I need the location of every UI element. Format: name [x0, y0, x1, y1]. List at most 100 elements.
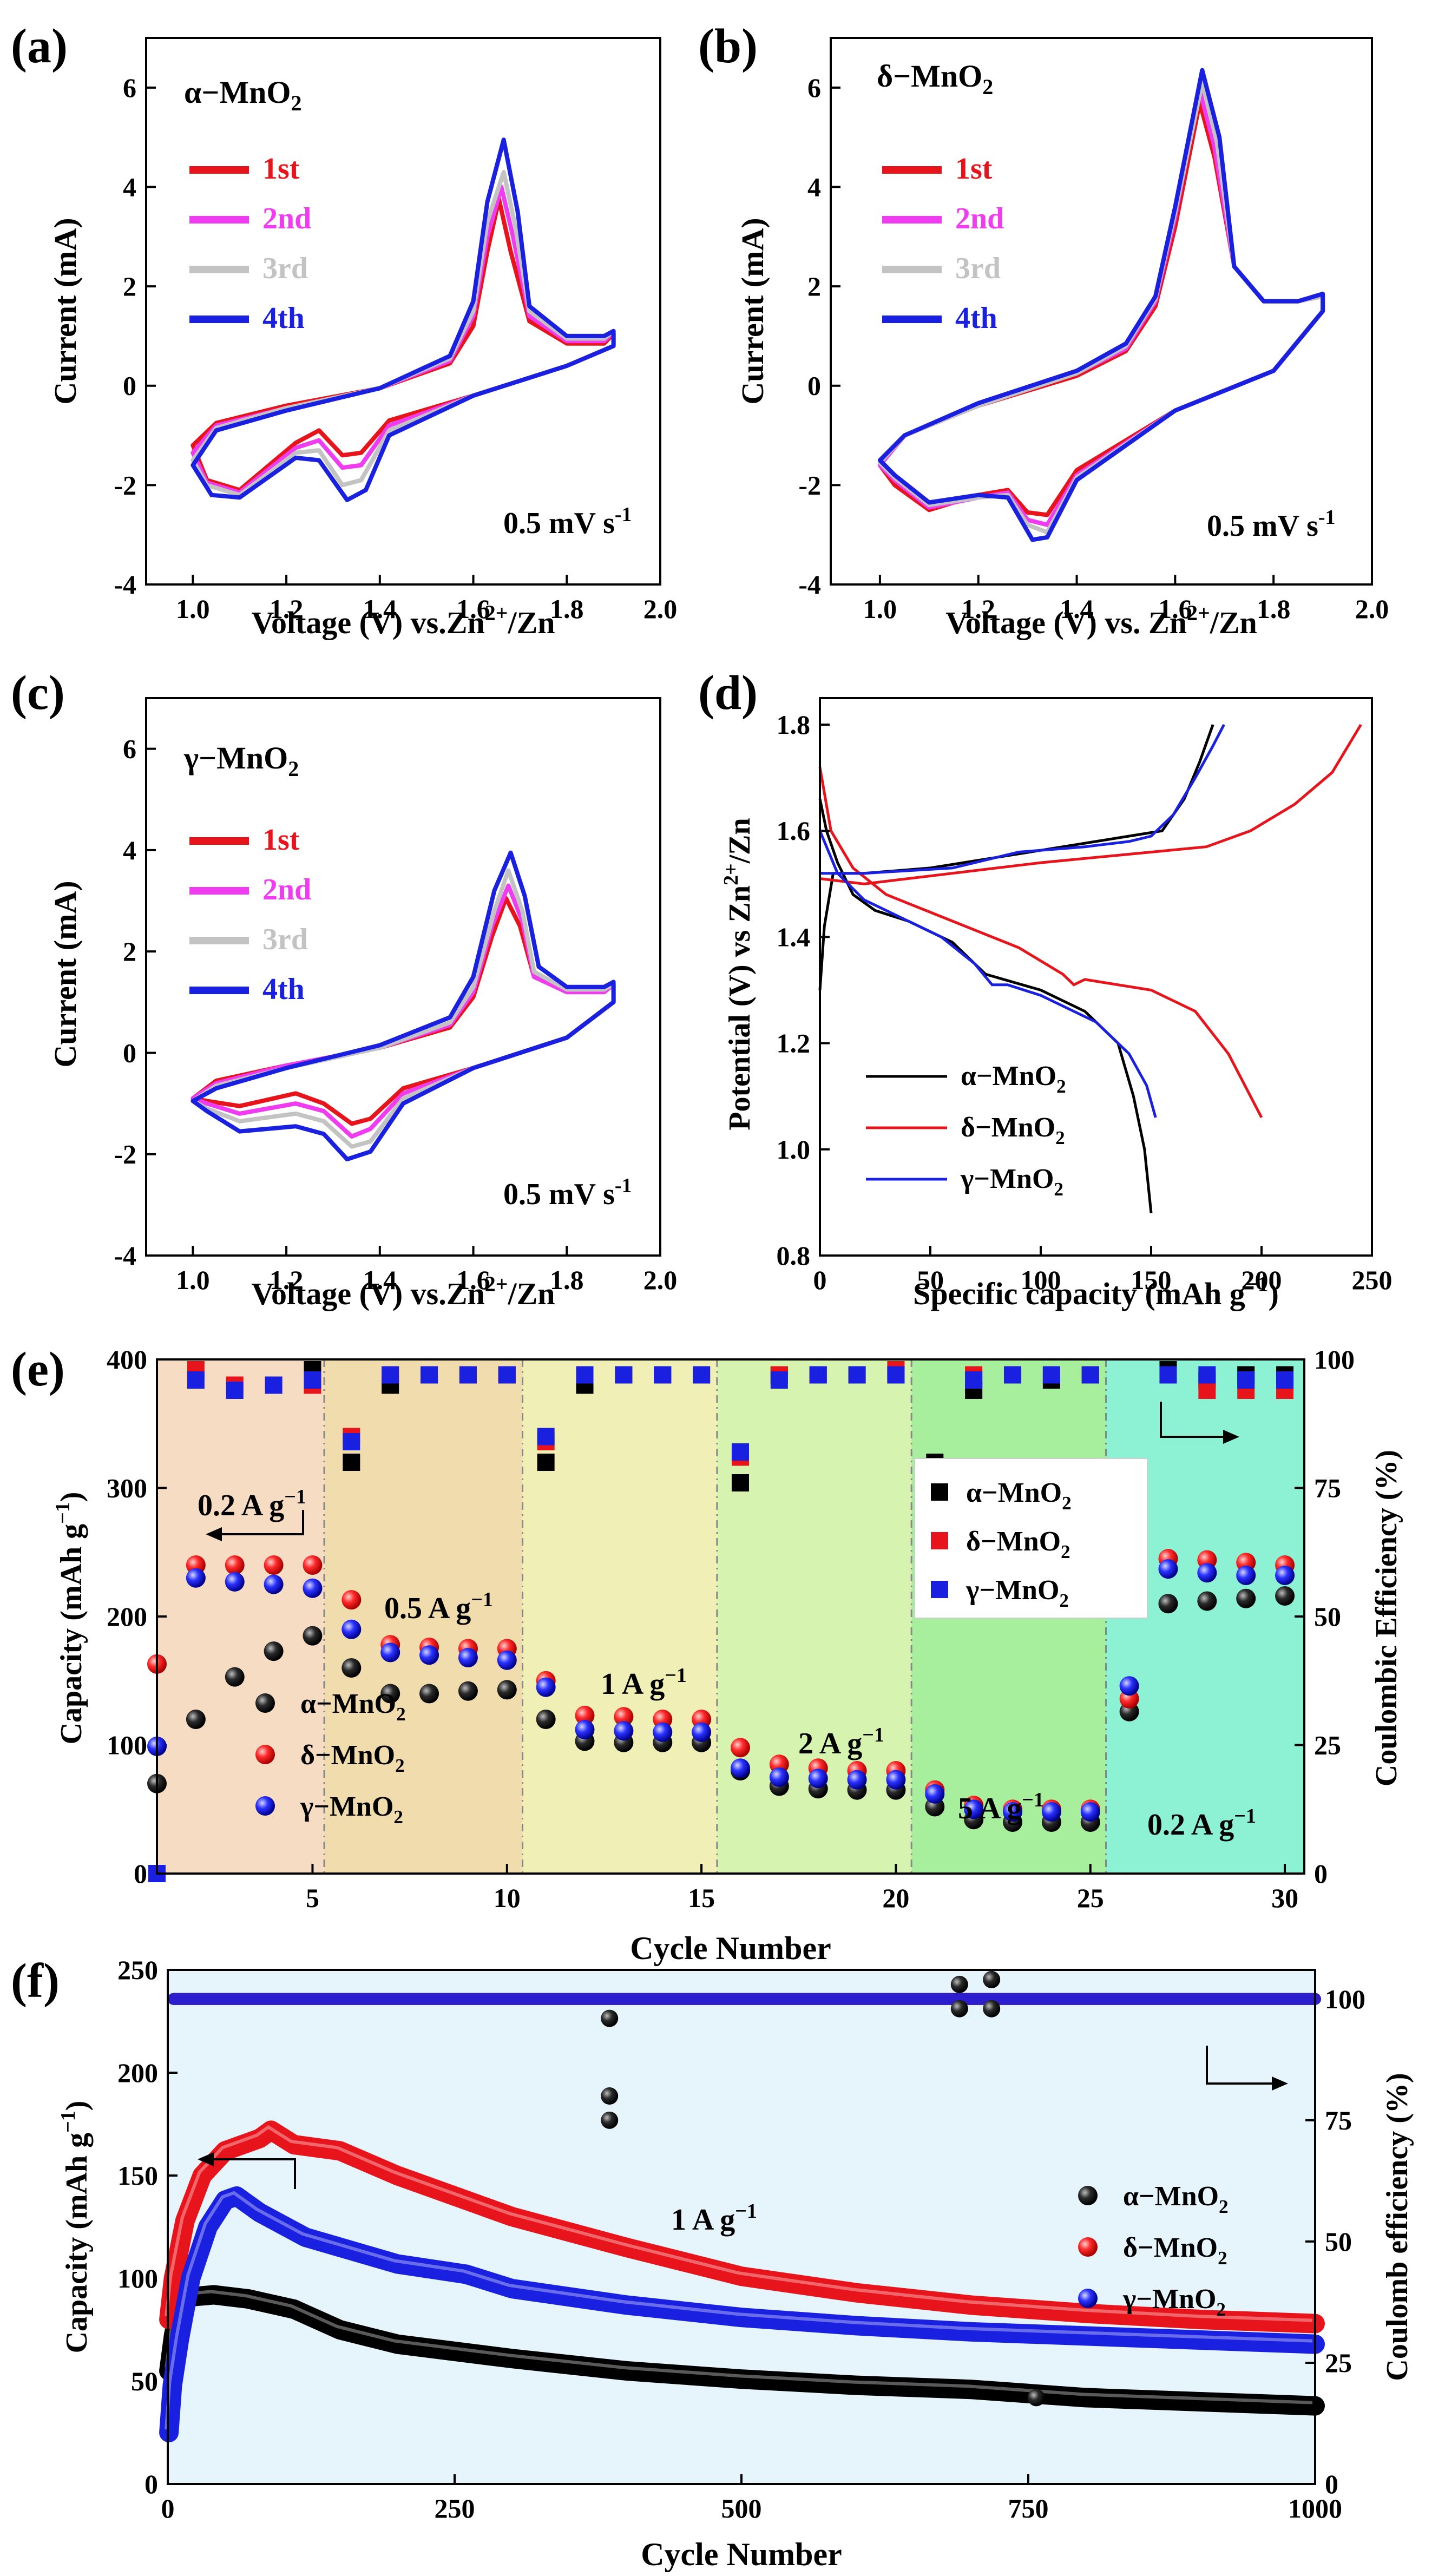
x-tick-label: 200 [1242, 1265, 1282, 1295]
capacity-point [1003, 1802, 1023, 1822]
x-tick-label: 5 [306, 1883, 319, 1913]
capacity-point [536, 1710, 556, 1729]
capacity-point [730, 1738, 750, 1758]
x-tick-label: 1.4 [363, 1265, 397, 1295]
efficiency-point [498, 1366, 516, 1384]
y2-tick-label: 75 [1314, 1473, 1341, 1503]
efficiency-point [654, 1366, 672, 1384]
x-tick-label: 30 [1271, 1883, 1298, 1913]
x-tick-label: 100 [1021, 1265, 1061, 1295]
left-axis-arrow-head [198, 2152, 214, 2166]
capacity-point [614, 1721, 634, 1741]
capacity-point [419, 1684, 439, 1704]
legend-label: δ−MnO2 [1123, 2232, 1227, 2269]
legend: 1st 2nd 3rd 4th [189, 152, 311, 335]
capacity-point [1197, 1591, 1217, 1611]
y-tick-label: -4 [114, 1240, 136, 1271]
capacity-point [1027, 2389, 1045, 2407]
y-tick-label: 0 [123, 1037, 136, 1068]
y-axis-label: Capacity (mAh g−1) [57, 2101, 94, 2354]
legend-label: α−MnO2 [961, 1061, 1066, 1097]
y2-tick-label: 0 [1325, 2469, 1338, 2499]
x-tick-label: 2.0 [643, 1265, 678, 1295]
cv-loop-3rd [191, 868, 616, 1149]
capacity-point [847, 1770, 867, 1790]
legend: α−MnO2 δ−MnO2 γ−MnO2 [866, 1061, 1066, 1200]
capacity-point [1158, 1594, 1178, 1614]
y2-tick-label: 100 [1314, 1344, 1355, 1375]
efficiency-point [265, 1376, 283, 1394]
capacity-point [225, 1555, 245, 1575]
efficiency-point [601, 2009, 619, 2027]
capacity-point [808, 1769, 828, 1789]
y-tick-label: 2 [123, 936, 136, 967]
capacity-point [186, 1568, 206, 1588]
charge-curve [820, 724, 1225, 875]
rate-label: 0.2 A g−1 [198, 1486, 306, 1522]
right-axis-arrow [1206, 2046, 1277, 2085]
capacity-point [264, 1641, 284, 1661]
legend-marker [931, 1532, 948, 1549]
legend-label: γ−MnO2 [300, 1791, 403, 1828]
capacity-point [186, 1710, 206, 1729]
efficiency-point [731, 1443, 749, 1461]
legend-label: γ−MnO2 [1122, 2284, 1226, 2320]
capacity-point [1158, 1559, 1178, 1579]
legend-label: δ−MnO2 [300, 1740, 405, 1776]
scan-rate-annotation: 0.5 mV s-1 [503, 1174, 632, 1211]
efficiency-point [343, 1454, 360, 1471]
y-tick-label: 0 [134, 1858, 147, 1889]
panel-label: (c) [11, 666, 65, 720]
capacity-point [730, 1758, 750, 1778]
efficiency-point [537, 1428, 555, 1445]
legend-label-cycle: 1st [262, 152, 300, 186]
chart-title: δ−MnO2 [877, 58, 993, 99]
efficiency-point [950, 1975, 968, 1993]
panel-label: (b) [698, 19, 758, 73]
efficiency-point [770, 1371, 788, 1389]
capacity-point [264, 1555, 284, 1575]
legend-marker [255, 1693, 275, 1713]
legend-label: α−MnO2 [300, 1688, 406, 1725]
capacity-point [303, 1626, 323, 1646]
y-tick-label: 150 [117, 2160, 158, 2191]
y-tick-label: 4 [123, 835, 136, 865]
y-tick-label: 50 [131, 2366, 158, 2396]
panel-b: 1.0 1.2 1.4 1.6 1.8 2.0 -4 -2 0 2 4 6 (b) δ−MnO2 1s… [698, 19, 1389, 640]
capacity-point [225, 1572, 245, 1592]
left-axis-arrow [208, 2158, 296, 2189]
capacity-point [264, 1574, 284, 1594]
capacity-point [497, 1650, 517, 1670]
x-tick-label: 0 [161, 2493, 175, 2524]
panel-label: (a) [11, 19, 68, 73]
legend-label: γ−MnO2 [960, 1164, 1063, 1200]
capacity-point [341, 1658, 362, 1678]
y2-axis-label: Coulomb efficiency (%) [1381, 2073, 1414, 2381]
legend-label-cycle: 3rd [262, 923, 308, 956]
series-layer [191, 137, 616, 502]
x-tick-label: 2.0 [1355, 594, 1389, 624]
y-tick-label: -4 [798, 569, 821, 600]
x-tick-label: 1.8 [550, 594, 584, 624]
efficiency-point [304, 1371, 321, 1389]
y-axis-label: Current (mA) [735, 218, 770, 404]
capacity-point [575, 1705, 595, 1725]
y-tick-label: -2 [114, 470, 136, 500]
capacity-point [458, 1648, 478, 1667]
legend-label-cycle: 2nd [262, 202, 311, 235]
panel-a: 1.0 1.2 1.4 1.6 1.8 2.0 -4 -2 0 2 4 6 (a) α−MnO2 1s… [11, 19, 677, 640]
right-axis-arrow [1160, 1402, 1229, 1438]
rate-region [522, 1359, 717, 1874]
efficiency-point [809, 1366, 827, 1384]
cv-loop-4th [191, 137, 616, 502]
y-tick-label: 400 [107, 1344, 147, 1375]
y-axis-label: Current (mA) [48, 218, 83, 404]
y-tick-label: -2 [114, 1139, 136, 1169]
efficiency-point [1004, 1366, 1022, 1384]
efficiency-point [1276, 1371, 1294, 1389]
capacity-point [1041, 1802, 1061, 1822]
legend-marker [931, 1483, 948, 1501]
y-tick-label: 6 [123, 734, 136, 764]
plot-background [820, 698, 1372, 1256]
